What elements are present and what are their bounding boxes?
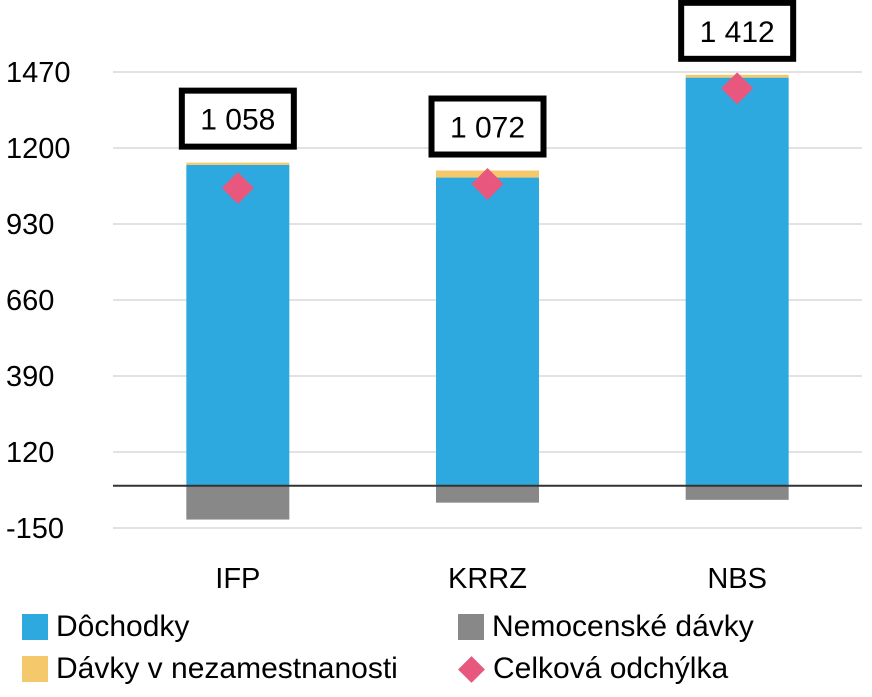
bar-segment [186, 485, 290, 520]
data-label-box [428, 95, 547, 158]
total-marker [721, 72, 754, 105]
y-axis-ticks: -150 120 390 660 930 1200 1470 [6, 57, 71, 545]
legend-item-unemployment: Dávky v nezamestnanosti [22, 652, 398, 686]
x-category-label: NBS [707, 563, 767, 595]
bar-segment [685, 77, 789, 486]
y-tick-label: 930 [6, 209, 54, 241]
bar-segment [186, 164, 290, 486]
data-label-text: 1 072 [450, 112, 525, 145]
total-markers [221, 72, 754, 204]
bars [186, 74, 789, 520]
y-tick-label: 660 [6, 285, 54, 317]
data-labels: 1 058 1 072 1 412 [178, 0, 797, 158]
legend-label-total: Celková odchýlka [493, 652, 729, 685]
data-label-box [178, 87, 297, 150]
data-label-text: 1 058 [200, 104, 275, 137]
x-category-label: KRRZ [448, 563, 527, 595]
bar-segment [436, 485, 539, 503]
bar-segment [436, 177, 539, 486]
legend-label-unemployment: Dávky v nezamestnanosti [56, 652, 398, 685]
legend-swatch-pensions [22, 614, 48, 640]
data-label: 1 412 [678, 0, 797, 62]
total-marker [221, 171, 254, 204]
y-tick-label: 1470 [6, 57, 71, 89]
legend-swatch-unemployment [22, 656, 48, 682]
chart: -150 120 390 660 930 1200 1470 1 058 1 072 1 412… [6, 0, 862, 595]
legend-swatch-sickness [458, 614, 484, 640]
data-label-box [678, 0, 797, 62]
total-marker [471, 168, 504, 201]
legend-item-pensions: Dôchodky [22, 610, 189, 644]
y-tick-label: 390 [6, 361, 54, 393]
legend-diamond-total [458, 655, 485, 683]
x-category-label: IFP [215, 563, 260, 595]
legend-label-sickness: Nemocenské dávky [492, 610, 754, 643]
x-axis-categories: IFP KRRZ NBS [215, 563, 767, 595]
y-tick-label: 120 [6, 437, 54, 469]
y-tick-label: 1200 [6, 133, 71, 165]
legend-item-total: Celková odchýlka [456, 652, 728, 686]
data-label: 1 058 [178, 87, 297, 150]
legend-label-pensions: Dôchodky [56, 610, 190, 643]
data-label-text: 1 412 [700, 16, 775, 49]
legend-item-sickness: Nemocenské dávky [458, 610, 754, 644]
data-label: 1 072 [428, 95, 547, 158]
bar-segment [186, 162, 290, 165]
y-tick-label: -150 [6, 513, 64, 545]
bar-segment [685, 485, 789, 500]
